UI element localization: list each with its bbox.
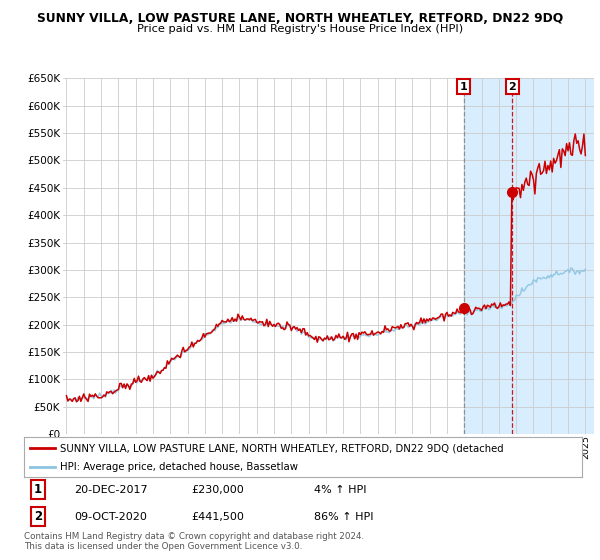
Text: 2: 2	[508, 82, 516, 92]
Text: 86% ↑ HPI: 86% ↑ HPI	[314, 512, 374, 521]
Bar	[464, 78, 594, 434]
Text: 09-OCT-2020: 09-OCT-2020	[74, 512, 147, 521]
Text: 20-DEC-2017: 20-DEC-2017	[74, 485, 148, 495]
Text: 2: 2	[34, 510, 42, 523]
Text: 4% ↑ HPI: 4% ↑ HPI	[314, 485, 367, 495]
Text: £441,500: £441,500	[191, 512, 244, 521]
Text: £230,000: £230,000	[191, 485, 244, 495]
Text: 1: 1	[34, 483, 42, 496]
Text: 1: 1	[460, 82, 467, 92]
Text: Contains HM Land Registry data © Crown copyright and database right 2024.
This d: Contains HM Land Registry data © Crown c…	[24, 532, 364, 552]
Text: SUNNY VILLA, LOW PASTURE LANE, NORTH WHEATLEY, RETFORD, DN22 9DQ: SUNNY VILLA, LOW PASTURE LANE, NORTH WHE…	[37, 12, 563, 25]
Text: HPI: Average price, detached house, Bassetlaw: HPI: Average price, detached house, Bass…	[60, 462, 298, 472]
Text: SUNNY VILLA, LOW PASTURE LANE, NORTH WHEATLEY, RETFORD, DN22 9DQ (detached: SUNNY VILLA, LOW PASTURE LANE, NORTH WHE…	[60, 443, 504, 453]
Text: Price paid vs. HM Land Registry's House Price Index (HPI): Price paid vs. HM Land Registry's House …	[137, 24, 463, 34]
